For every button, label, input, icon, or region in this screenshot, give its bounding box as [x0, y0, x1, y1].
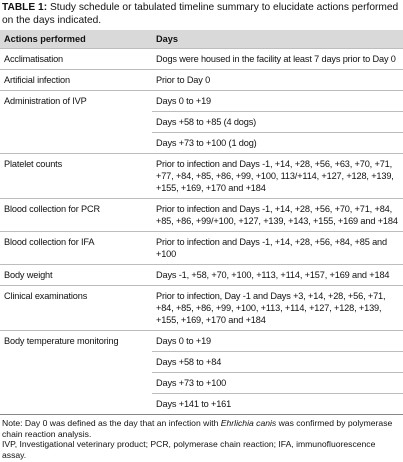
table-row: Acclimatisation Dogs were housed in the f… [0, 48, 403, 70]
days-cell: Days +141 to +161 [152, 393, 403, 415]
table-row: Body temperature monitoring Days 0 to +19 [0, 330, 403, 415]
action-cell: Acclimatisation [0, 48, 152, 70]
days-cell: Prior to infection and Days -1, +14, +28… [152, 153, 403, 199]
table-row: Days +58 to +84 [0, 351, 403, 373]
days-cell: Days +58 to +84 [152, 351, 403, 373]
action-cell: Body temperature monitoring [0, 330, 152, 415]
schedule-table: Actions performed Days Acclimatisation Do… [0, 30, 403, 415]
days-cell: Prior to infection and Days -1, +14, +28… [152, 231, 403, 265]
days-cell: Prior to infection and Days -1, +14, +28… [152, 198, 403, 232]
table-body: Acclimatisation Dogs were housed in the f… [0, 48, 403, 415]
abbreviations: IVP, Investigational veterinary product;… [2, 439, 376, 460]
table-row: Administration of IVP Days 0 to +19 [0, 90, 403, 154]
header-cell: Days [152, 30, 403, 49]
notes: Note: Day 0 was defined as the day that … [0, 415, 403, 460]
action-cell: Blood collection for IFA [0, 231, 152, 265]
days-cell: Days +58 to +85 (4 dogs) [152, 111, 403, 133]
table-row: Days +73 to +100 (1 dog) [0, 132, 403, 154]
table-row: Days +141 to +161 [0, 393, 403, 415]
action-cell: Body weight [0, 264, 152, 286]
note: Note: Day 0 was defined as the day that … [2, 418, 401, 439]
header-cell: Actions performed [0, 30, 152, 49]
caption-label: TABLE 1: [2, 2, 48, 13]
caption: TABLE 1: Study schedule or tabulated tim… [0, 0, 403, 30]
header-row: Actions performed Days [0, 30, 403, 49]
caption-text: Study schedule or tabulated timeline sum… [2, 2, 399, 26]
table-row: Artificial infection Prior to Day 0 [0, 69, 403, 91]
action-cell: Artificial infection [0, 69, 152, 91]
action-cell: Blood collection for PCR [0, 198, 152, 232]
table-row: Days +58 to +85 (4 dogs) [0, 111, 403, 133]
action-cell: Clinical examinations [0, 285, 152, 331]
note-text: Note: Day 0 was defined as the day that … [2, 418, 221, 428]
table-row: Blood collection for IFA Prior to infecti… [0, 231, 403, 265]
days-cell: Days +73 to +100 [152, 372, 403, 394]
days-cell: Days -1, +58, +70, +100, +113, +114, +15… [152, 264, 403, 286]
action-cell: Platelet counts [0, 153, 152, 199]
note-italic: Ehrlichia canis [220, 418, 277, 428]
table-row: Platelet counts Prior to infection and Da… [0, 153, 403, 199]
days-cell: Prior to Day 0 [152, 69, 403, 91]
days-cell: Days 0 to +19 [152, 330, 403, 352]
days-cell: Dogs were housed in the facility at leas… [152, 48, 403, 70]
table-row: Blood collection for PCR Prior to infecti… [0, 198, 403, 232]
table-row: Days +73 to +100 [0, 372, 403, 394]
note-text: was confirmed by polymerase chain reacti… [2, 418, 393, 439]
action-cell: Administration of IVP [0, 90, 152, 154]
days-cell: Days 0 to +19 [152, 90, 403, 112]
table-row: Body weight Days -1, +58, +70, +100, +113… [0, 264, 403, 286]
table-row: Clinical examinations Prior to infection,… [0, 285, 403, 331]
days-cell: Prior to infection, Day -1 and Days +3, … [152, 285, 403, 331]
days-cell: Days +73 to +100 (1 dog) [152, 132, 403, 154]
